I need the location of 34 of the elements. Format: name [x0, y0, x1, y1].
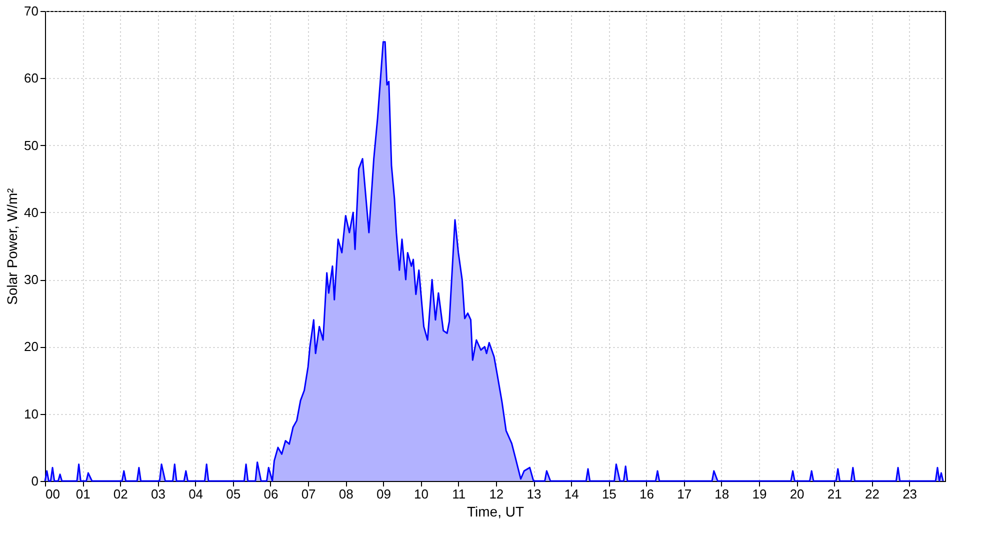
x-tick-label: 16 [640, 486, 654, 502]
x-tick-label: 05 [226, 486, 241, 502]
x-tick-label: 01 [76, 486, 90, 502]
x-tick-label: 15 [602, 486, 616, 502]
y-tick-label: 70 [24, 4, 38, 18]
x-tick-label: 07 [301, 486, 316, 502]
y-tick-label: 40 [24, 204, 38, 220]
x-tick-label: 20 [790, 486, 804, 502]
x-tick-label: 10 [414, 486, 429, 502]
x-tick-label: 06 [264, 486, 278, 502]
x-tick-label: 00 [46, 486, 60, 502]
y-tick-label: 0 [31, 474, 38, 488]
y-tick-label: 20 [24, 339, 38, 354]
x-tick-label: 08 [338, 486, 354, 502]
x-tick-label: 04 [188, 486, 204, 502]
x-tick-label: 17 [677, 486, 692, 502]
x-tick-label: 21 [827, 486, 842, 502]
y-tick-label: 30 [24, 272, 38, 288]
x-tick-label: 03 [151, 486, 166, 502]
x-tick-label: 22 [864, 486, 880, 502]
x-tick-label: 09 [376, 486, 391, 502]
x-axis-title: Time, UT [466, 504, 524, 520]
x-tick-label: 13 [526, 486, 542, 502]
x-tick-label: 18 [714, 486, 730, 502]
x-tick-label: 23 [902, 486, 918, 502]
x-tick-label: 11 [452, 486, 466, 502]
y-tick-label: 10 [24, 406, 38, 422]
y-tick-label: 50 [24, 138, 38, 153]
y-axis-title: Solar Power, W/m² [4, 188, 20, 305]
x-tick-label: 14 [564, 486, 579, 502]
x-tick-label: 19 [752, 486, 767, 502]
x-tick-label: 12 [489, 486, 504, 502]
x-tick-label: 02 [113, 486, 128, 502]
y-tick-label: 60 [24, 70, 38, 86]
